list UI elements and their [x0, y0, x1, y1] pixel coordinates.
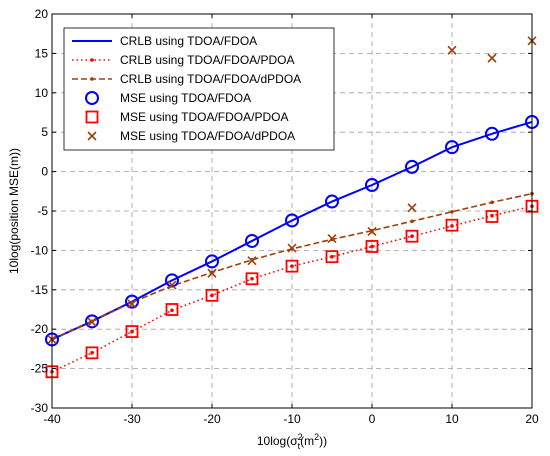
y-tick-label: -20: [31, 322, 49, 336]
series-1-point: [250, 276, 254, 281]
x-tick-label: -30: [123, 412, 141, 426]
legend-label-4: MSE using TDOA/FDOA/PDOA: [120, 110, 289, 124]
series-4-marker: [245, 272, 259, 286]
series-4-marker: [85, 346, 99, 360]
series-5-marker: [287, 243, 297, 253]
series-4-marker: [485, 210, 499, 223]
legend-label-3: MSE using TDOA/FDOA: [120, 91, 251, 105]
series-3-marker: [485, 126, 499, 141]
series-4-marker: [445, 218, 459, 232]
series-5-marker: [447, 45, 457, 55]
series-5-marker: [327, 234, 337, 244]
legend-label-2: CRLB using TDOA/FDOA/dPDOA: [120, 72, 301, 86]
series-3-marker: [365, 177, 379, 192]
series-3-marker: [445, 140, 459, 155]
series-1-point: [290, 264, 294, 268]
series-5-marker: [167, 280, 177, 290]
series-1-point: [370, 244, 374, 249]
series-4-marker: [365, 240, 379, 253]
series-1-point: [490, 213, 494, 218]
x-tick-label: -20: [203, 412, 221, 426]
series-5-marker-stroke-b: [247, 256, 257, 266]
series-5-marker-stroke-b: [207, 268, 217, 278]
x-tick-label: -10: [283, 412, 301, 426]
series-5-marker: [247, 256, 257, 266]
series-4-marker: [325, 250, 339, 264]
series-3-marker: [245, 233, 259, 248]
series-3-marker: [125, 294, 139, 309]
series-3-marker: [285, 213, 299, 228]
y-tick-label: 20: [35, 7, 49, 21]
series-1-point: [130, 329, 134, 334]
series-4-marker: [285, 259, 299, 273]
series-5-marker-stroke-b: [407, 203, 417, 213]
x-tick-label: 20: [525, 412, 539, 426]
series-5-marker-stroke-b: [487, 53, 497, 63]
series-4-marker: [125, 325, 139, 338]
y-tick-label: 15: [35, 46, 49, 60]
series-3-marker: [325, 194, 339, 209]
x-tick-label: -40: [43, 412, 61, 426]
legend-marker-5: [87, 131, 97, 141]
series-5-marker-stroke-b: [367, 226, 377, 237]
series-3-marker: [405, 159, 419, 174]
x-tick-label: 0: [369, 412, 376, 426]
series-1-point: [90, 351, 94, 355]
legend-marker-3: [85, 91, 99, 105]
y-tick-label: -5: [37, 204, 48, 218]
series-5-marker: [127, 299, 137, 309]
series-5-marker: [87, 317, 97, 327]
series-3-marker: [205, 254, 219, 269]
series-5-marker-stroke-b: [127, 299, 137, 309]
x-axis-label: 10log(σ2 t(m2)): [257, 432, 327, 451]
series-4-marker: [405, 229, 419, 243]
series-1-point: [410, 234, 414, 239]
series-1-point: [170, 308, 174, 313]
series-5-marker-stroke-b: [167, 280, 177, 290]
y-axis-label: 10log(position MSE(m)): [7, 148, 21, 274]
series-5-marker: [487, 53, 497, 63]
series-5-marker-stroke-b: [327, 234, 337, 244]
series-1-point: [450, 224, 454, 228]
series-5-marker: [367, 226, 377, 237]
series-2-point: [450, 209, 454, 214]
series-5-marker: [407, 203, 417, 213]
legend: CRLB using TDOA/FDOA CRLB using TDOA/FDOA…: [63, 27, 335, 151]
y-tick-label: -25: [31, 362, 49, 376]
legend-dot-1: [90, 58, 94, 62]
y-tick-label: 5: [41, 125, 48, 139]
y-tick-label: -15: [31, 283, 49, 297]
series-5-marker-stroke-b: [447, 45, 457, 55]
series-5-marker-stroke-b: [87, 317, 97, 327]
legend-label-1: CRLB using TDOA/FDOA/PDOA: [120, 53, 295, 67]
x-tick-label: 10: [445, 412, 459, 426]
series-4-marker: [205, 288, 219, 302]
legend-label-0: CRLB using TDOA/FDOA: [120, 34, 257, 48]
series-5-marker-stroke-b: [287, 243, 297, 253]
series-3-marker: [165, 273, 179, 288]
series-4-marker: [165, 303, 179, 316]
legend-marker-4: [85, 110, 99, 124]
legend-label-5: MSE using TDOA/FDOA/dPDOA: [120, 129, 295, 143]
y-tick-label: 0: [41, 165, 48, 179]
y-tick-label: -10: [31, 243, 49, 257]
legend-dot-2: [90, 77, 94, 81]
series-2-point: [490, 200, 494, 205]
series-2-point: [410, 219, 414, 224]
series-3-marker: [85, 314, 99, 329]
legend-box: [63, 27, 335, 151]
ticks: -40 -30 -20 -10 0 10 20-30-25-20-15-10-5051015…: [31, 7, 539, 426]
series-1-point: [330, 254, 334, 259]
legend-marker-5-stroke-b: [87, 131, 97, 141]
series-5-marker: [207, 268, 217, 278]
y-tick-label: -30: [31, 401, 49, 415]
y-tick-label: 10: [35, 86, 49, 100]
series-1-point: [210, 293, 214, 298]
